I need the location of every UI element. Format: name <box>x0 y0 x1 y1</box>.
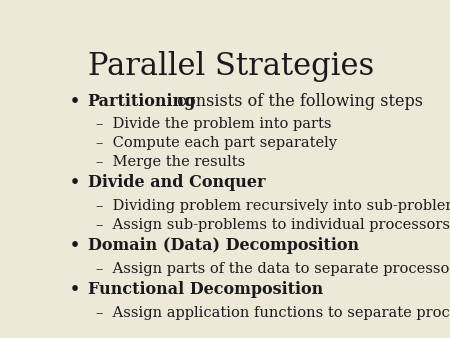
Text: –  Dividing problem recursively into sub-problems of the same type: – Dividing problem recursively into sub-… <box>96 199 450 213</box>
Text: consists of the following steps: consists of the following steps <box>171 93 423 110</box>
Text: •: • <box>70 281 81 298</box>
Text: –  Merge the results: – Merge the results <box>96 155 246 169</box>
Text: –  Divide the problem into parts: – Divide the problem into parts <box>96 117 332 131</box>
Text: –  Assign parts of the data to separate processors: – Assign parts of the data to separate p… <box>96 262 450 276</box>
Text: •: • <box>70 237 81 254</box>
Text: –  Compute each part separately: – Compute each part separately <box>96 136 338 150</box>
Text: Functional Decomposition: Functional Decomposition <box>88 281 323 298</box>
Text: •: • <box>70 174 81 191</box>
Text: Partitioning: Partitioning <box>88 93 196 110</box>
Text: •: • <box>70 93 81 110</box>
Text: –  Assign sub-problems to individual processors (e.g. Save and hold): – Assign sub-problems to individual proc… <box>96 218 450 233</box>
Text: –  Assign application functions to separate processors: – Assign application functions to separa… <box>96 306 450 319</box>
Text: Domain (Data) Decomposition: Domain (Data) Decomposition <box>88 237 359 254</box>
Text: Parallel Strategies: Parallel Strategies <box>87 51 374 82</box>
Text: Divide and Conquer: Divide and Conquer <box>88 174 265 191</box>
